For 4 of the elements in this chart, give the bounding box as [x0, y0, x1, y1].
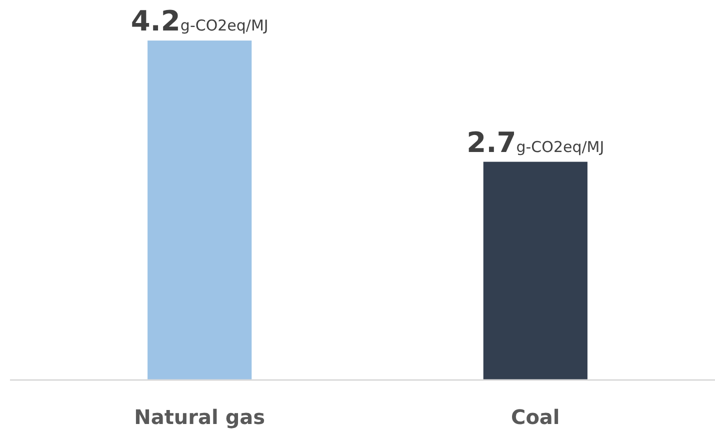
- data-label: 4.2g-CO2eq/MJ: [130, 4, 268, 38]
- x-tick-label: Coal: [511, 405, 560, 429]
- data-label: 2.7g-CO2eq/MJ: [466, 126, 604, 159]
- x-tick-label: Natural gas: [134, 405, 266, 429]
